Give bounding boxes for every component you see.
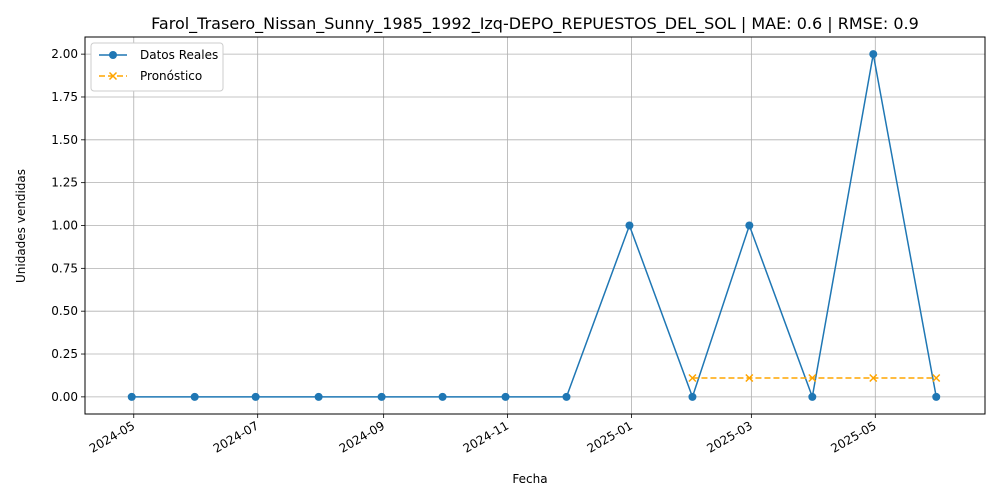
legend-marker-datos-reales (109, 51, 117, 59)
x-tick-label: 2025-01 (585, 418, 635, 455)
data-point-pronostico (808, 373, 817, 383)
data-point-pronostico (745, 373, 754, 383)
y-tick-label: 0.75 (51, 261, 78, 275)
data-point-datos-reales (190, 392, 199, 401)
y-axis-label: Unidades vendidas (14, 169, 28, 283)
data-point-datos-reales (869, 50, 878, 59)
legend-label-datos-reales: Datos Reales (140, 48, 218, 62)
data-point-datos-reales (501, 392, 510, 401)
x-tick-label: 2025-03 (704, 418, 754, 455)
y-tick-label: 2.00 (51, 47, 78, 61)
data-point-datos-reales (625, 221, 634, 230)
legend-label-pronostico: Pronóstico (140, 69, 202, 83)
y-axis: 0.00 0.25 0.50 0.75 1.00 1.25 1.50 1.75 2.00 (51, 47, 85, 404)
y-tick-label: 1.50 (51, 133, 78, 147)
grid (85, 37, 985, 414)
data-point-datos-reales (932, 392, 941, 401)
y-tick-label: 0.50 (51, 304, 78, 318)
x-tick-label: 2025-05 (828, 418, 878, 455)
data-point-datos-reales (251, 392, 260, 401)
data-point-datos-reales (688, 392, 697, 401)
x-tick-label: 2024-11 (461, 418, 511, 455)
data-point-datos-reales (127, 392, 136, 401)
series-line-datos-reales (131, 54, 937, 400)
data-point-datos-reales (438, 392, 447, 401)
y-tick-label: 1.25 (51, 176, 78, 190)
data-point-datos-reales (314, 392, 323, 401)
data-point-pronostico (688, 373, 697, 383)
y-tick-label: 0.00 (51, 390, 78, 404)
x-axis: 2024-05 2024-07 2024-09 2024-11 2025-01 2025-… (87, 414, 879, 456)
chart-title: Farol_Trasero_Nissan_Sunny_1985_1992_Izq… (151, 14, 919, 34)
data-point-datos-reales (745, 221, 754, 230)
x-axis-label: Fecha (512, 472, 547, 486)
y-tick-label: 1.00 (51, 219, 78, 233)
data-point-datos-reales (562, 392, 571, 401)
series-layer (127, 50, 941, 401)
data-point-pronostico (869, 373, 878, 383)
x-tick-label: 2024-07 (211, 418, 261, 455)
y-tick-label: 0.25 (51, 347, 78, 361)
legend: Datos Reales Pronóstico (90, 42, 224, 92)
data-point-pronostico (932, 373, 941, 383)
y-tick-label: 1.75 (51, 90, 78, 104)
x-tick-label: 2024-05 (87, 418, 137, 455)
legend-marker-pronostico (108, 71, 118, 81)
data-point-datos-reales (808, 392, 817, 401)
x-tick-label: 2024-09 (337, 418, 387, 455)
data-point-datos-reales (377, 392, 386, 401)
